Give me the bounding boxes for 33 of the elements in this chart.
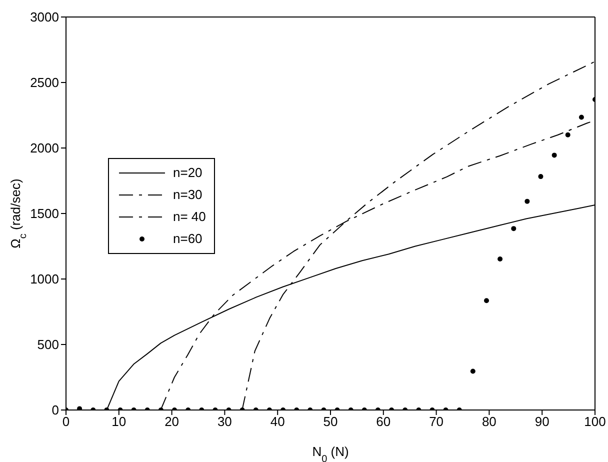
x-tick-label: 30: [217, 414, 232, 430]
point: [552, 152, 557, 158]
y-tick-label: 3000: [30, 10, 59, 25]
y-tick-label: 1500: [30, 206, 59, 222]
y-tick-label: 2500: [30, 75, 59, 90]
point: [470, 368, 476, 374]
x-tick-label: 10: [112, 414, 126, 430]
legend-label: n= 40: [173, 208, 206, 226]
x-tick-label: 50: [323, 414, 338, 430]
point: [498, 256, 503, 262]
point: [538, 174, 544, 180]
legend-label: n=30: [173, 186, 202, 204]
legend-label: n=60: [173, 230, 202, 248]
x-tick-label: 20: [164, 414, 180, 430]
legend-label: n=20: [173, 164, 202, 182]
x-tick-label: 100: [584, 414, 606, 430]
y-tick-label: 500: [37, 337, 59, 352]
y-tick-label: 0: [52, 402, 59, 418]
x-tick-label: 40: [270, 414, 285, 430]
x-tick-label: 0: [62, 414, 70, 430]
x-axis-title: N$_{0}$ (N): [312, 444, 349, 462]
point: [484, 298, 489, 304]
x-tick-label: 60: [376, 414, 391, 430]
x-tick-label: 90: [534, 414, 550, 430]
x-tick-label: 80: [482, 414, 496, 430]
x-tick-label: 70: [429, 414, 444, 430]
point: [578, 114, 584, 120]
point: [524, 198, 530, 204]
y-tick-label: 2000: [30, 140, 59, 156]
point: [511, 226, 516, 232]
point: [565, 132, 570, 138]
point: [77, 406, 82, 410]
y-tick-label: 1000: [30, 272, 59, 287]
